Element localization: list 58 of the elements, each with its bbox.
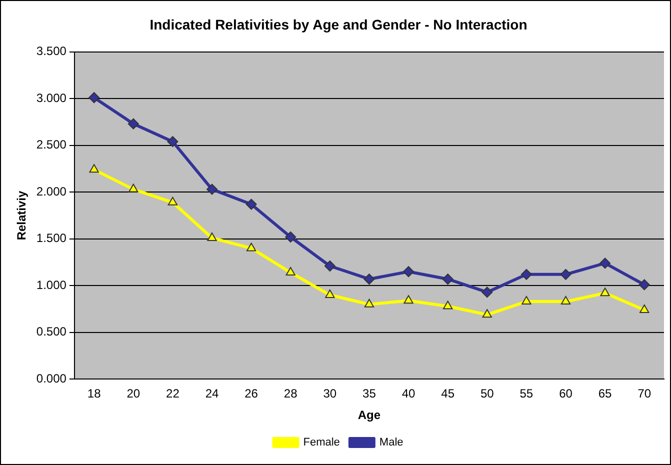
x-tick-label: 22: [166, 386, 180, 401]
x-tick-label: 28: [284, 386, 298, 401]
point: [560, 296, 571, 305]
x-tick-label: 45: [441, 386, 455, 401]
x-tick-label: 24: [205, 386, 219, 401]
point: [325, 290, 335, 298]
point: [638, 279, 650, 290]
point: [442, 300, 453, 310]
y-tick-label: 0.000: [36, 372, 67, 386]
x-tick-label: 65: [598, 386, 612, 401]
point: [206, 184, 218, 195]
point: [560, 268, 572, 280]
y-axis-title: Relativiy: [14, 190, 29, 240]
x-tick-label: 18: [87, 386, 102, 401]
legend-label: Female: [303, 436, 340, 449]
point: [600, 288, 610, 296]
point: [246, 242, 256, 252]
point: [89, 164, 99, 173]
y-tick-label: 3.500: [36, 44, 67, 58]
x-tick-label: 35: [362, 386, 376, 401]
y-tick-label: 1.000: [36, 278, 67, 292]
point: [364, 298, 374, 308]
chart-title: Indicated Relativities by Age and Gender - No Interaction: [150, 16, 528, 32]
x-tick-label: 60: [559, 386, 573, 401]
point: [285, 232, 296, 243]
point: [286, 267, 296, 276]
x-tick-label: 30: [323, 386, 337, 401]
legend-label: Male: [379, 436, 404, 449]
x-tick-label: 70: [638, 386, 652, 401]
point: [128, 118, 139, 130]
y-tick-label: 0.500: [36, 324, 67, 339]
point: [404, 295, 414, 304]
y-tick-label: 2.000: [36, 184, 67, 198]
x-tick-label: 20: [126, 386, 140, 401]
point: [167, 136, 178, 148]
point: [403, 266, 414, 278]
point: [364, 274, 375, 285]
point: [442, 274, 454, 285]
point: [128, 184, 138, 192]
x-tick-label: 55: [520, 386, 534, 401]
point: [168, 196, 178, 206]
x-tick-label: 26: [244, 386, 258, 401]
y-tick-label: 3.000: [36, 90, 67, 105]
x-tick-label: 40: [402, 386, 416, 401]
point: [520, 268, 532, 280]
point: [246, 198, 257, 210]
point: [640, 304, 650, 313]
point: [324, 260, 336, 272]
point: [207, 232, 217, 241]
y-tick-label: 2.500: [36, 138, 67, 152]
x-tick-label: 50: [480, 386, 494, 401]
point: [482, 309, 492, 318]
point: [600, 258, 611, 269]
x-axis-title: Age: [358, 408, 381, 422]
y-tick-label: 1.500: [36, 231, 67, 246]
point: [522, 296, 532, 305]
point: [88, 92, 100, 104]
point: [482, 286, 493, 298]
